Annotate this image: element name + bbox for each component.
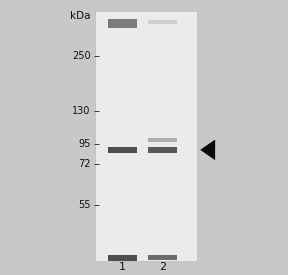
Bar: [95, 11, 197, 261]
Bar: [108, 255, 137, 261]
Bar: [148, 20, 177, 24]
Text: 1: 1: [119, 262, 126, 272]
Text: kDa: kDa: [70, 11, 91, 21]
Bar: [148, 138, 177, 142]
Bar: [148, 255, 177, 260]
Bar: [108, 19, 137, 28]
Text: 130: 130: [72, 106, 91, 116]
Text: 2: 2: [159, 262, 166, 272]
Bar: [148, 147, 177, 153]
Text: 55: 55: [78, 200, 91, 210]
Polygon shape: [200, 140, 215, 160]
Text: 95: 95: [78, 139, 91, 149]
Text: 72: 72: [78, 159, 91, 169]
Text: 250: 250: [72, 51, 91, 61]
Bar: [108, 147, 137, 153]
